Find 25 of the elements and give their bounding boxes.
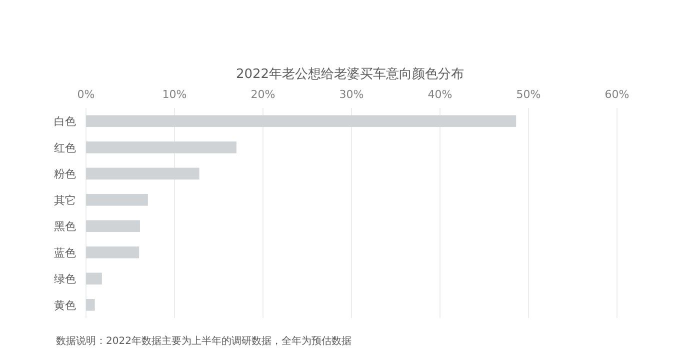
y-tick-label: 其它 <box>54 194 76 207</box>
y-tick-label: 粉色 <box>54 168 76 181</box>
bar <box>86 115 516 128</box>
bar <box>86 246 140 258</box>
bar <box>86 272 102 285</box>
x-tick-label: 20% <box>250 88 276 101</box>
y-tick-label: 绿色 <box>54 272 76 286</box>
text: 数据说明：2022年数据主要为上半年的调研数据，全年为预估数据 <box>56 335 352 347</box>
chart-title: 2022年老公想给老婆买车意向颜色分布 <box>236 67 464 82</box>
bar <box>86 194 148 206</box>
x-tick-label: 0% <box>77 88 95 101</box>
bar <box>86 168 200 180</box>
x-tick-label: 30% <box>339 88 364 101</box>
y-tick-label: 红色 <box>54 141 76 154</box>
y-tick-label: 黄色 <box>54 298 76 312</box>
bar <box>86 141 236 154</box>
x-tick-label: 60% <box>604 88 630 101</box>
x-tick-label: 40% <box>428 88 452 101</box>
bar <box>86 220 140 232</box>
y-tick-label: 蓝色 <box>54 246 76 260</box>
x-tick-label: 10% <box>162 88 187 101</box>
bar <box>86 298 95 311</box>
y-tick-label: 黑色 <box>54 220 76 234</box>
x-tick-label: 50% <box>516 88 541 101</box>
y-tick-label: 白色 <box>54 115 76 128</box>
